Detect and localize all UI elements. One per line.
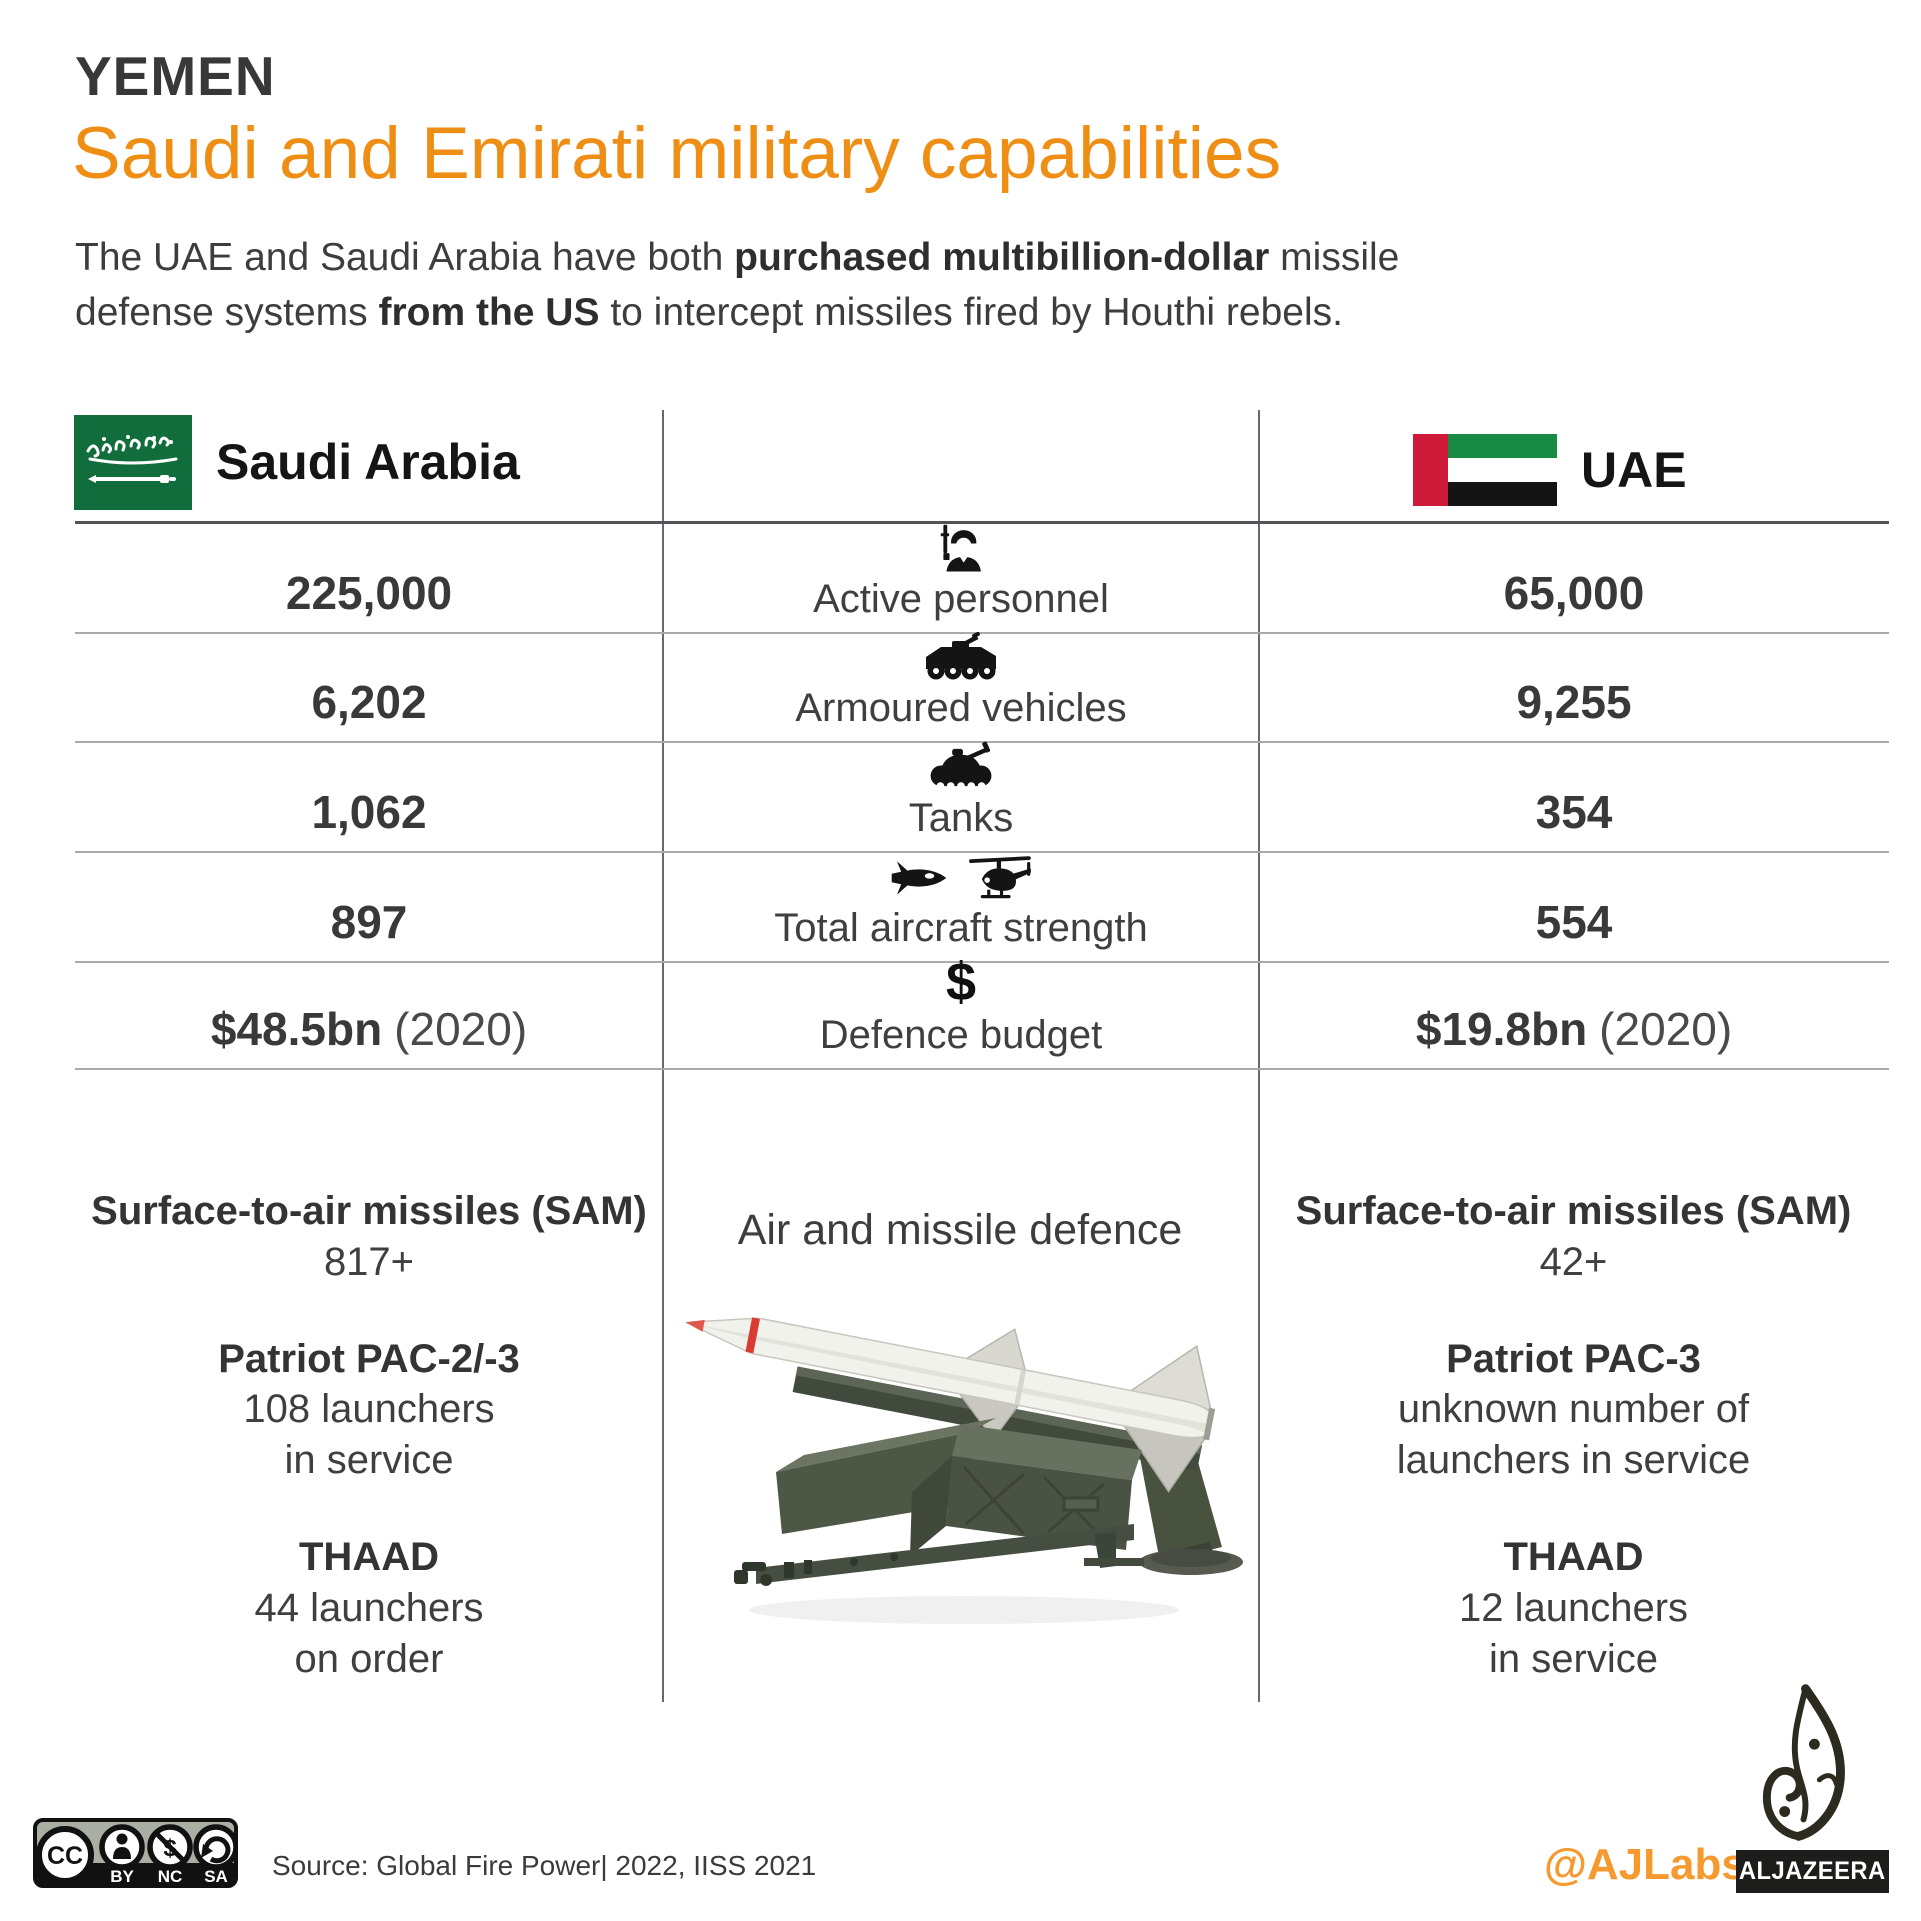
uae-name: UAE [1581, 442, 1687, 498]
cc-nc-label: NC [158, 1867, 183, 1886]
thaad-head: THAAD [299, 1534, 439, 1579]
uae-value: 554 [1259, 851, 1889, 961]
row-label: Armoured vehicles [795, 686, 1127, 730]
table-row-armoured-vehicles: 6,202 Armoured vehicles 9,255 [75, 632, 1889, 741]
row-label-cell: Armoured vehicles [663, 632, 1259, 741]
row-divider [75, 632, 1889, 634]
page-title: Saudi and Emirati military capabilities [72, 113, 1282, 194]
table-row-defence-budget: $48.5bn (2020) $ Defence budget $19.8bn (2… [75, 955, 1889, 1068]
row-label: Total aircraft strength [774, 906, 1148, 950]
row-label-cell: $ Defence budget [663, 955, 1259, 1068]
brand-text: ALJAZEERA [1739, 1857, 1886, 1885]
saudi-value: $48.5bn (2020) [75, 961, 663, 1068]
value-text: 65,000 [1503, 567, 1645, 619]
row-label-cell: Tanks [663, 741, 1259, 851]
aljazeera-flame-logo [1762, 1684, 1845, 1841]
armoured-vehicle-icon [926, 632, 996, 680]
row-label: Active personnel [813, 577, 1109, 621]
value-text: 554 [1535, 896, 1613, 948]
row-label: Defence budget [819, 1013, 1103, 1057]
value-text: $48.5bn [210, 1003, 383, 1055]
row-divider [75, 961, 1889, 963]
table-row-tanks: 1,062 Tanks 354 [75, 741, 1889, 851]
subtitle: The UAE and Saudi Arabia have both purch… [75, 230, 1399, 341]
column-divider-left [662, 410, 664, 1702]
helicopter-icon [969, 856, 1031, 899]
svg-text:CC: CC [47, 1842, 83, 1870]
value-text: 897 [330, 896, 408, 948]
table-row-aircraft: 897 [75, 851, 1889, 961]
thaad-head: THAAD [1503, 1534, 1644, 1579]
saudi-arabia-flag-icon [74, 414, 192, 510]
value-text: 6,202 [311, 676, 427, 728]
value-text: 225,000 [285, 567, 453, 619]
saudi-value: 897 [75, 851, 663, 961]
uae-value: 9,255 [1259, 632, 1889, 741]
value-text: 354 [1535, 786, 1613, 838]
header-underline [75, 521, 1889, 524]
missile-launcher-image [685, 1317, 1243, 1624]
saudi-value: 6,202 [75, 632, 663, 741]
cc-by-label: BY [110, 1867, 134, 1886]
subtitle-text: to intercept missiles fired by Houthi re… [599, 291, 1343, 335]
subtitle-text: missile [1269, 236, 1400, 279]
saudi-header: Saudi Arabia [74, 414, 520, 510]
subtitle-bold: purchased multibillion-dollar [734, 236, 1270, 279]
thaad-group: THAAD 12 launchers in service [1258, 1532, 1889, 1684]
sam-group: Surface-to-air missiles (SAM) 42+ [1258, 1186, 1889, 1288]
creative-commons-badge: CC $ BY NC SA [33, 1818, 238, 1888]
saudi-value: 1,062 [75, 741, 663, 851]
table-row-active-personnel: 225,000 Active personnel 65,000 [75, 524, 1889, 632]
ajlabs-credit: @AJLabs [1544, 1840, 1746, 1889]
sam-head: Surface-to-air missiles (SAM) [1295, 1189, 1852, 1233]
value-text: 1,062 [311, 786, 427, 838]
fighter-jet-icon [891, 861, 947, 895]
subtitle-text: defense systems [75, 291, 379, 335]
uae-flag-icon [1413, 434, 1557, 506]
value-text: 9,255 [1516, 676, 1632, 728]
saudi-air-defence: Surface-to-air missiles (SAM) 817+ Patri… [75, 1186, 663, 1730]
row-divider [75, 741, 1889, 743]
row-label: Tanks [908, 796, 1014, 840]
patriot-head: Patriot PAC-3 [1446, 1336, 1701, 1381]
value-note: (2020) [1599, 1003, 1733, 1055]
patriot-group: Patriot PAC-3 unknown number of launcher… [1258, 1334, 1889, 1486]
dollar-icon: $ [945, 952, 977, 1012]
uae-value: 354 [1259, 741, 1889, 851]
subtitle-bold: from the US [378, 291, 600, 335]
subtitle-line1: The UAE and Saudi Arabia have both purch… [75, 230, 1399, 285]
sam-value: 42+ [1539, 1239, 1608, 1284]
row-label-cell: Active personnel [663, 524, 1259, 632]
air-defence-label: Air and missile defence [737, 1206, 1183, 1254]
uae-air-defence: Surface-to-air missiles (SAM) 42+ Patrio… [1258, 1186, 1889, 1730]
uae-value: $19.8bn (2020) [1259, 961, 1889, 1068]
row-divider [75, 851, 1889, 853]
sam-value: 817+ [323, 1239, 415, 1284]
thaad-group: THAAD 44 launchers on order [75, 1532, 663, 1684]
kicker: YEMEN [75, 45, 276, 107]
uae-value: 65,000 [1259, 524, 1889, 632]
subtitle-text: The UAE and Saudi Arabia have both [75, 236, 735, 279]
uae-header: UAE [1413, 434, 1687, 506]
aircraft-icons [888, 854, 1034, 902]
sam-head: Surface-to-air missiles (SAM) [91, 1189, 647, 1233]
patriot-head: Patriot PAC-2/-3 [218, 1336, 520, 1381]
row-label-cell: Total aircraft strength [663, 851, 1259, 961]
sam-group: Surface-to-air missiles (SAM) 817+ [75, 1186, 663, 1288]
row-divider [75, 1068, 1889, 1070]
saudi-value: 225,000 [75, 524, 663, 632]
soldier-icon [940, 524, 981, 572]
source-note: Source: Global Fire Power| 2022, IISS 20… [272, 1850, 817, 1881]
tank-icon [930, 741, 992, 791]
aljazeera-wordmark: ALJAZEERA [1736, 1850, 1889, 1893]
saudi-name: Saudi Arabia [216, 434, 520, 490]
value-text: $19.8bn [1415, 1003, 1588, 1055]
subtitle-line2: defense systems from the US to intercept… [75, 285, 1399, 340]
value-note: (2020) [394, 1003, 528, 1055]
cc-sa-label: SA [204, 1867, 228, 1886]
column-divider-right [1258, 410, 1260, 1702]
patriot-group: Patriot PAC-2/-3 108 launchers in servic… [75, 1334, 663, 1486]
